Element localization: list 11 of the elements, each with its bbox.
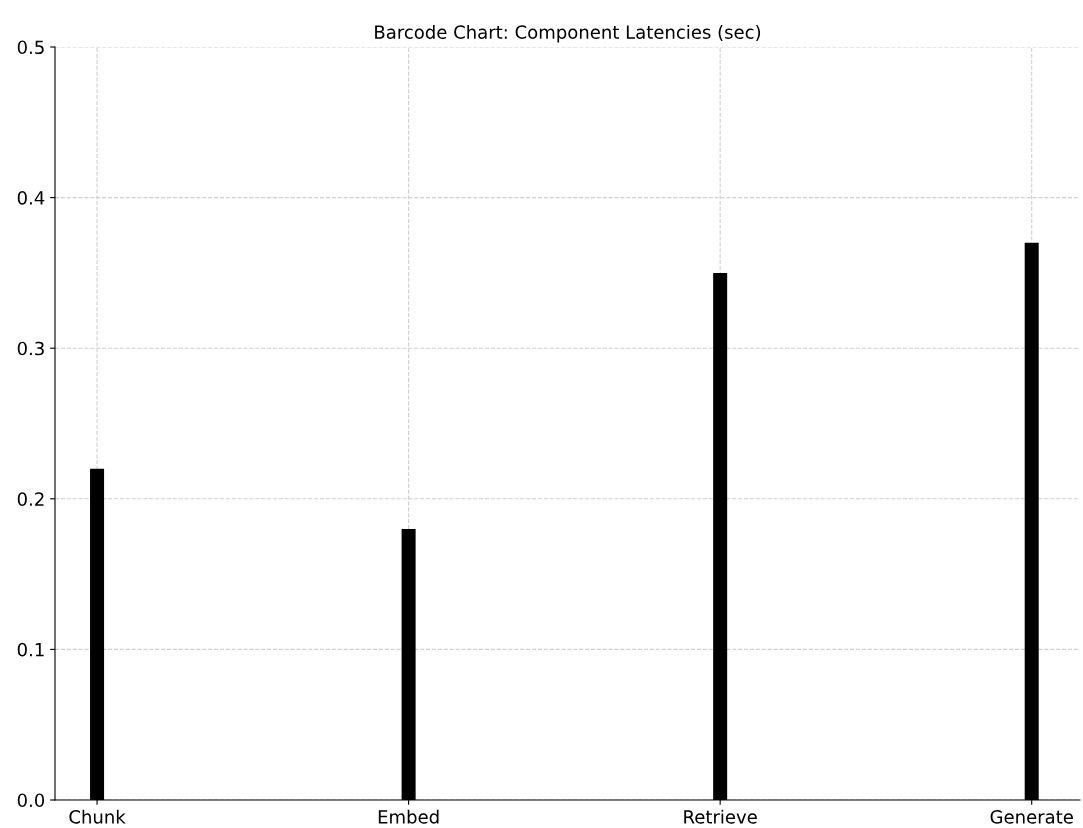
x-tick-label: Generate	[990, 810, 1073, 824]
chart-title: Barcode Chart: Component Latencies (sec)	[375, 24, 761, 43]
y-tick-label: 0.0	[17, 793, 45, 808]
y-tick-label: 0.4	[17, 191, 45, 205]
y-tick-label: 0.1	[17, 642, 44, 657]
y-tick-label: 0.2	[17, 492, 44, 506]
y-tick-label: 0.3	[17, 341, 44, 356]
x-tick-label: Retrieve	[684, 809, 757, 824]
x-tick-label: Chunk	[69, 809, 126, 824]
y-tick-label: 0.5	[17, 40, 44, 55]
x-tick-label: Embed	[378, 809, 439, 824]
